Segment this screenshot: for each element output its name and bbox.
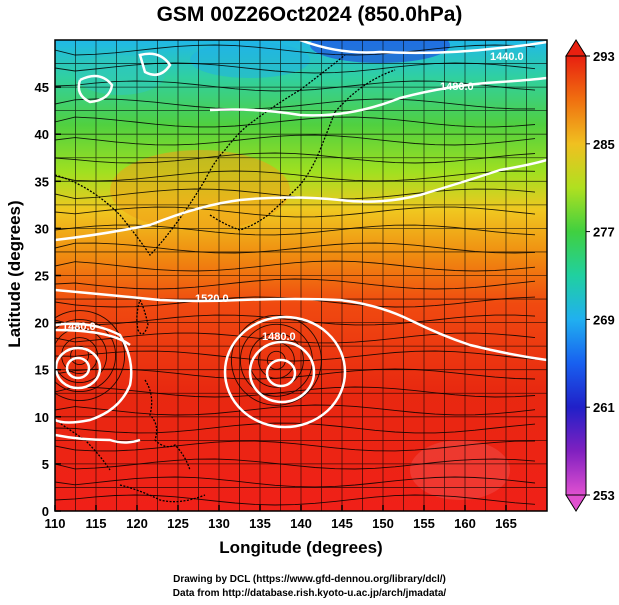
colorbar-tick-label: 253 [593, 488, 615, 503]
y-tick-label: 25 [35, 269, 49, 284]
colorbar-tick-label: 269 [593, 312, 615, 327]
contour-label-1440: 1440.0 [490, 51, 524, 63]
contour-label-1480-west: 1480.0 [62, 321, 96, 333]
x-axis-ticks: 110 115 120 125 130 135 140 145 150 155 160 165 [45, 505, 517, 531]
y-tick-label: 20 [35, 316, 49, 331]
y-axis-label: Latitude (degrees) [5, 200, 24, 348]
colorbar-tick-label: 293 [593, 49, 615, 64]
y-tick-label: 5 [42, 457, 49, 472]
x-tick-label: 120 [126, 516, 148, 531]
map-title: GSM 00Z26Oct2024 (850.0hPa) [156, 3, 463, 26]
colorbar-top-cap [565, 39, 587, 57]
x-tick-label: 145 [331, 516, 353, 531]
credit-line-data: Data from http://database.rish.kyoto-u.a… [172, 588, 447, 599]
y-axis-ticks: 0 5 10 15 20 25 30 35 40 45 [35, 80, 61, 519]
contour-label-1480-north: 1480.0 [440, 81, 474, 93]
x-tick-label: 160 [454, 516, 476, 531]
y-tick-label: 30 [35, 221, 49, 236]
y-tick-label: 0 [42, 504, 49, 519]
x-tick-label: 150 [372, 516, 394, 531]
x-tick-label: 130 [208, 516, 230, 531]
contour-label-1480-central: 1480.0 [262, 331, 296, 343]
y-tick-label: 35 [35, 174, 49, 189]
x-tick-label: 110 [45, 516, 66, 531]
colorbar-bottom-cap [565, 494, 587, 512]
colorbar-body [565, 55, 587, 496]
credit-line-dcl: Drawing by DCL (https://www.gfd-dennou.o… [173, 574, 446, 585]
x-tick-label: 165 [495, 516, 517, 531]
geopotential-contours [55, 40, 547, 444]
colorbar-tick-label: 285 [593, 137, 615, 152]
wind-streamlines [55, 44, 536, 506]
contour-label-1520: 1520.0 [195, 293, 229, 305]
x-tick-label: 140 [290, 516, 312, 531]
colorbar-tick-label: 277 [593, 225, 615, 240]
colorbar-tick-label: 261 [593, 400, 615, 415]
x-tick-label: 115 [86, 516, 107, 531]
x-tick-label: 135 [249, 516, 271, 531]
colorbar: 293 285 277 269 261 253 [565, 39, 615, 512]
x-axis-label: Longitude (degrees) [219, 538, 383, 557]
y-tick-label: 15 [35, 363, 49, 378]
x-tick-label: 125 [167, 516, 189, 531]
lat-lon-grid [55, 40, 547, 511]
y-tick-label: 10 [35, 410, 49, 425]
y-tick-label: 40 [35, 127, 49, 142]
y-tick-label: 45 [35, 80, 49, 95]
x-tick-label: 155 [413, 516, 435, 531]
